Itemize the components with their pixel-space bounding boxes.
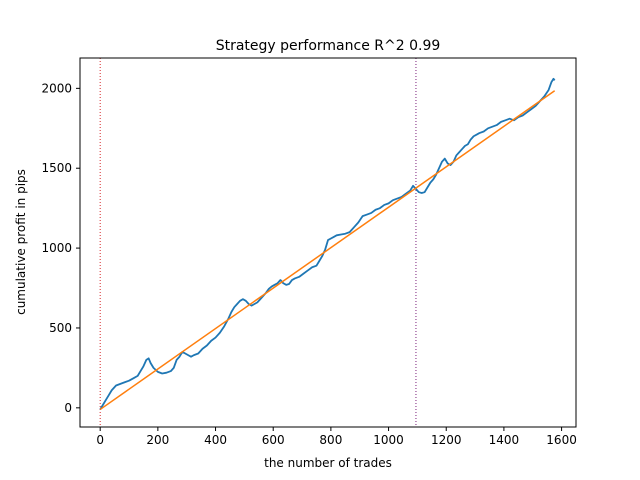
y-tick-label: 1500 — [41, 161, 72, 175]
x-tick-label: 1600 — [546, 433, 577, 447]
y-axis: 0 500 1000 1500 2000 — [41, 81, 80, 415]
x-axis-label: the number of trades — [264, 456, 392, 470]
axes-frame — [79, 57, 577, 428]
plot-area — [99, 58, 556, 427]
y-tick-label: 2000 — [41, 81, 72, 95]
x-tick-label: 1000 — [373, 433, 404, 447]
x-tick-label: 1400 — [489, 433, 520, 447]
x-tick-label: 200 — [146, 433, 169, 447]
x-tick-label: 800 — [319, 433, 342, 447]
x-tick-label: 1200 — [431, 433, 462, 447]
series-line-1 — [99, 90, 556, 411]
chart-title: Strategy performance R^2 0.99 — [216, 38, 441, 54]
series-line-0 — [99, 77, 556, 410]
x-axis: 0 200 400 600 800 1000 1200 1400 1600 — [96, 427, 577, 447]
y-tick-label: 1000 — [41, 241, 72, 255]
y-axis-label: cumulative profit in pips — [14, 169, 28, 315]
y-tick-label: 500 — [49, 321, 72, 335]
x-tick-label: 600 — [262, 433, 285, 447]
y-tick-label: 0 — [64, 401, 72, 415]
x-tick-label: 400 — [204, 433, 227, 447]
x-tick-label: 0 — [96, 433, 104, 447]
